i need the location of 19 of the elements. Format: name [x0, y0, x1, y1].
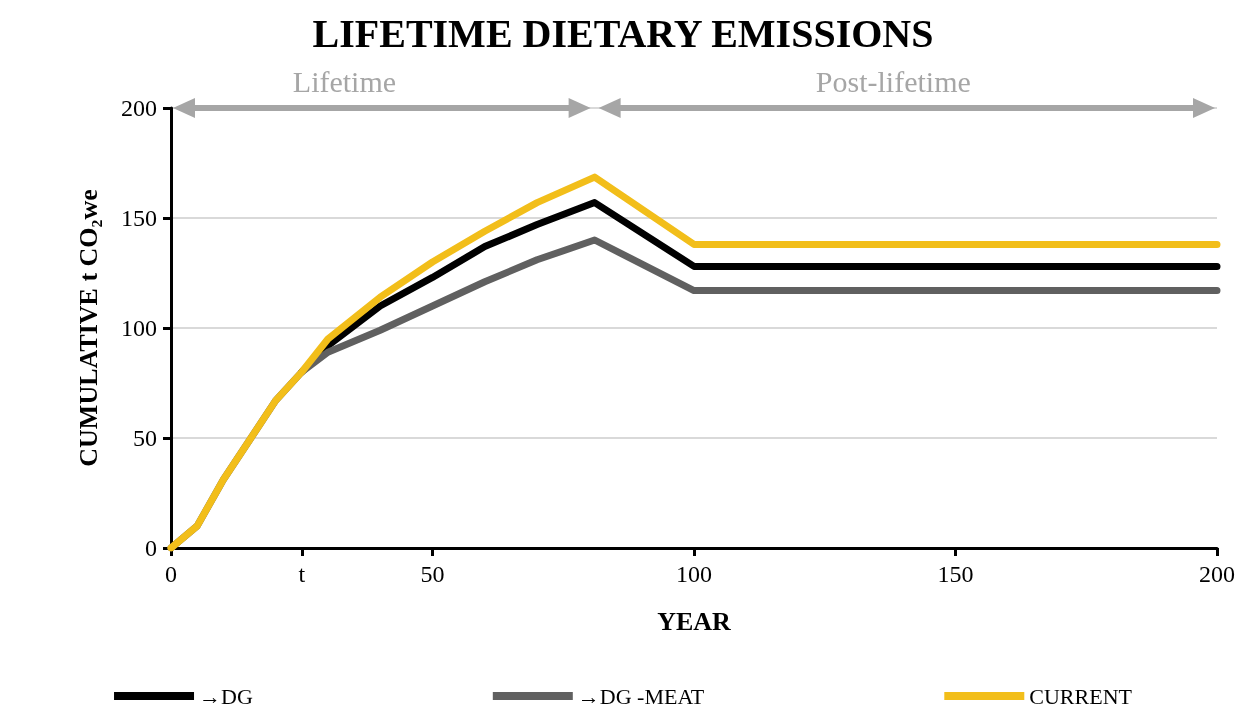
y-tick-label: 200 [121, 95, 157, 121]
x-tick-label: t [298, 561, 306, 587]
y-tick-label: 100 [121, 315, 157, 341]
x-axis-title: YEAR [657, 606, 732, 636]
x-tick-label: 0 [165, 561, 177, 587]
y-tick-label: 0 [145, 535, 157, 561]
legend-label: →DG [199, 683, 253, 709]
chart-title: LIFETIME DIETARY EMISSIONS [312, 10, 934, 56]
x-tick-label: 100 [676, 561, 712, 587]
y-axis-title: CUMULATIVE t CO₂we [73, 189, 103, 467]
y-tick-label: 150 [121, 205, 157, 231]
legend-label: →DG -MEAT [577, 683, 705, 709]
x-tick-label: 150 [937, 561, 974, 587]
x-tick-label: 200 [1199, 561, 1235, 587]
text: Post-lifetime [815, 64, 971, 98]
legend-label: CURRENT [1029, 683, 1133, 709]
y-tick-label: 50 [133, 425, 157, 451]
text: Lifetime [292, 64, 397, 98]
x-tick-label: 50 [420, 561, 445, 587]
